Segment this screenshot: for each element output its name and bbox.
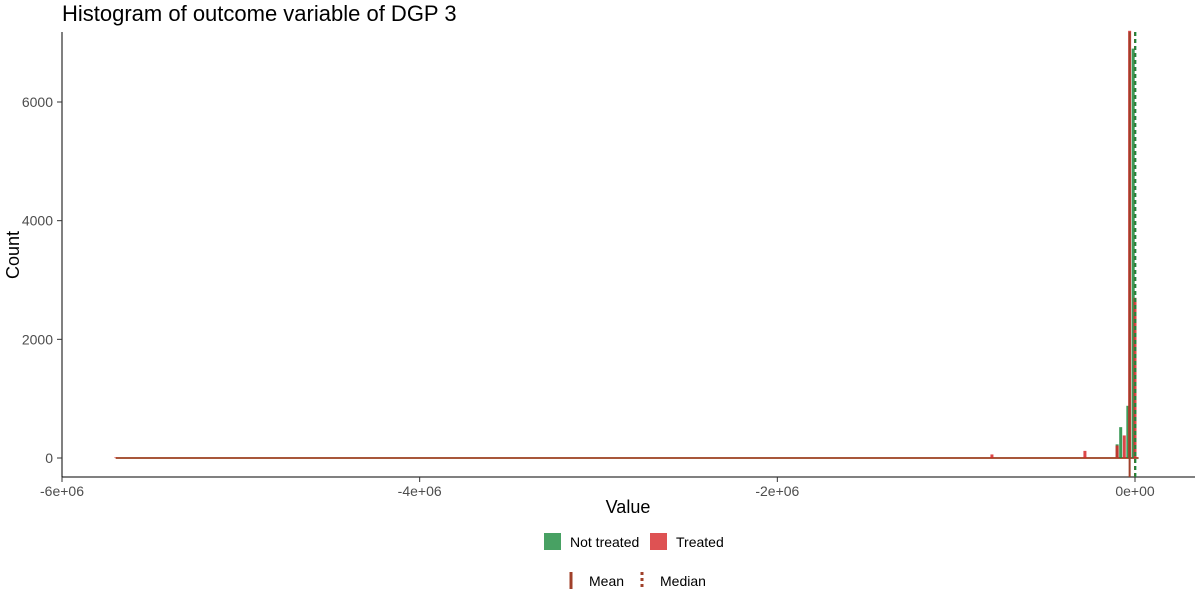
chart-title: Histogram of outcome variable of DGP 3 [62, 1, 457, 26]
y-axis-title: Count [3, 231, 23, 279]
x-tick-label: -4e+06 [398, 483, 442, 499]
x-axis-title: Value [606, 497, 651, 517]
legend-label: Mean [589, 573, 624, 589]
legend-label: Median [660, 573, 706, 589]
histogram-bar [1131, 48, 1135, 458]
legend-label: Not treated [570, 534, 639, 550]
histogram-bar [1115, 445, 1119, 458]
y-tick-label: 2000 [22, 331, 53, 347]
x-tick-label: -2e+06 [755, 483, 799, 499]
histogram-bar [1119, 427, 1123, 458]
histogram-bar [1122, 435, 1126, 458]
x-tick-label: -6e+06 [40, 483, 84, 499]
histogram-bar [1126, 405, 1130, 458]
y-tick-label: 6000 [22, 94, 53, 110]
y-tick-label: 4000 [22, 213, 53, 229]
legend-swatch [650, 533, 667, 550]
legend-label: Treated [676, 534, 724, 550]
bars-layer [114, 30, 1137, 459]
ticks-layer: 0 2000 4000 6000 -6e+06 -4e+06 -2e+06 0e+00 [22, 94, 1155, 499]
reference-lines-layer [1128, 32, 1137, 477]
y-tick-label: 0 [45, 450, 53, 466]
legend-swatch [544, 533, 561, 550]
histogram-bar [1083, 450, 1087, 458]
histogram-bar [990, 454, 994, 458]
x-tick-label: 0e+00 [1115, 483, 1155, 499]
histogram-bar [114, 457, 118, 459]
legend: Not treated Treated Mean Median [544, 533, 724, 589]
